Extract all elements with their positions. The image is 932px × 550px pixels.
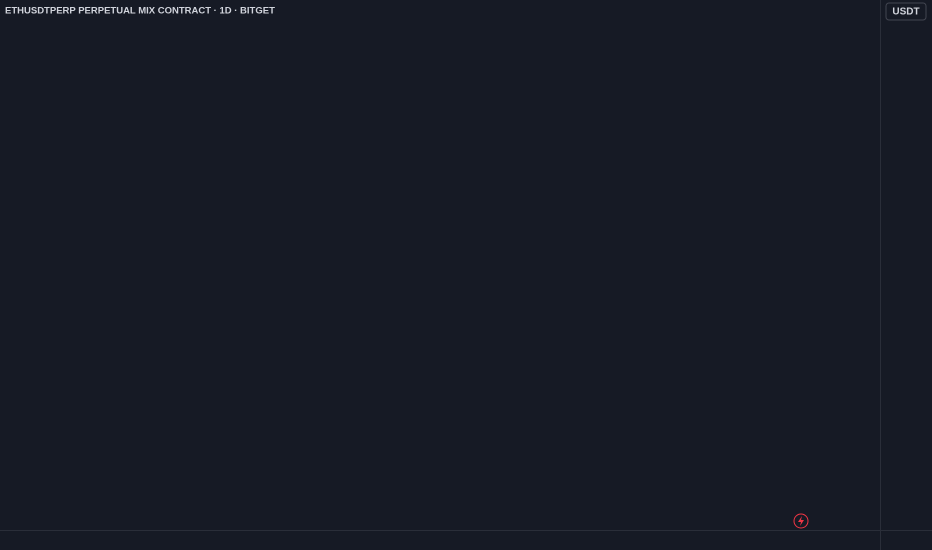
alert-bolt [798,516,804,526]
currency[interactable]: USDT [892,7,919,18]
chart-title: ETHUSDTPERP PERPETUAL MIX CONTRACT · 1D … [5,6,275,17]
alert-icon[interactable] [793,513,809,529]
currency-button[interactable] [885,2,927,21]
